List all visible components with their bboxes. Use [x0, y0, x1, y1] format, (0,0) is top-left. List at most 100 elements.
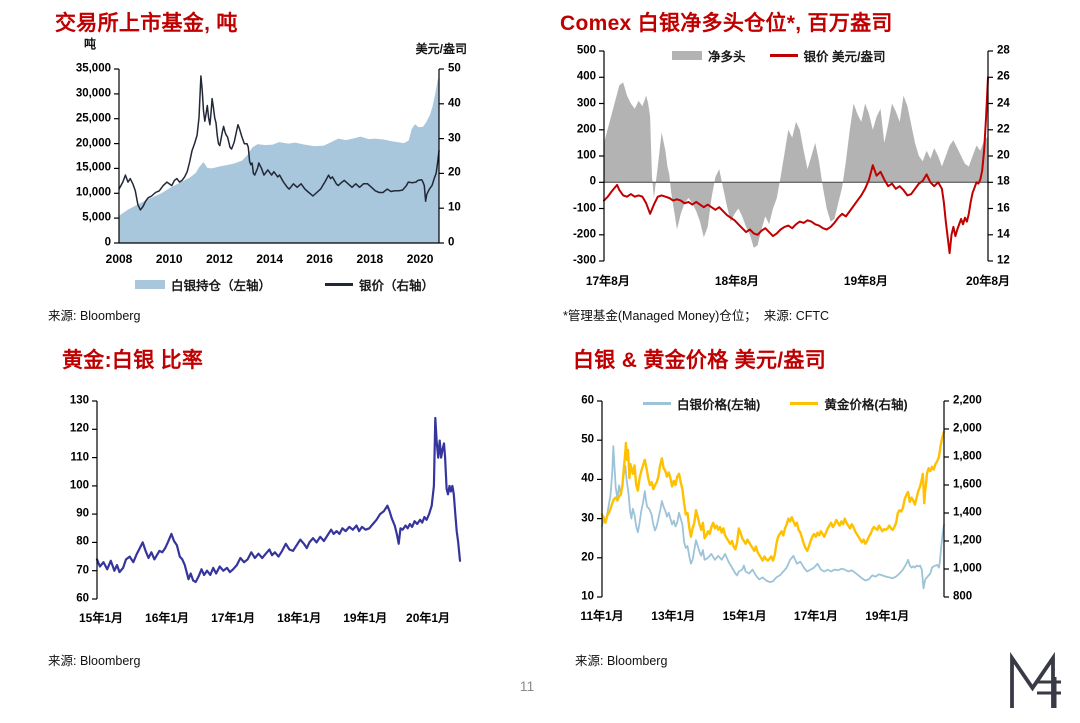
x-axis-tick-label: 15年1月: [78, 611, 123, 625]
left-axis-tick-label: 40: [581, 472, 594, 485]
left-axis-tick-label: 10,000: [75, 186, 111, 199]
left-axis-tick-label: 100: [69, 479, 89, 492]
left-axis-tick-label: 500: [576, 44, 596, 57]
right-axis-tick-label: 0: [448, 236, 455, 249]
right-axis-tick-label: 1,200: [953, 534, 982, 547]
x-axis-tick-label: 15年1月: [722, 609, 767, 623]
source-text-prices: 来源: Bloomberg: [575, 654, 668, 668]
left-axis-tick-label: 5,000: [82, 211, 111, 224]
left-axis-tick-label: 80: [76, 535, 89, 548]
mf-logo: [1010, 651, 1061, 708]
legend-label: 银价 美元/盎司: [803, 50, 886, 64]
left-axis-tick-label: 20,000: [75, 136, 111, 149]
left-axis-tick-label: 0: [589, 175, 596, 188]
legend-item: 净多头: [672, 46, 746, 65]
left-axis-tick-label: 10: [581, 590, 594, 603]
right-axis-tick-label: 30: [448, 131, 461, 144]
left-axis-tick-label: 60: [581, 394, 594, 407]
right-axis-tick-label: 1,000: [953, 562, 982, 575]
chart-title-etf: 交易所上市基金, 吨: [55, 12, 238, 35]
legend-label: 银价（右轴）: [359, 279, 435, 293]
footnote-text-comex: *管理基金(Managed Money)仓位； 来源: CFTC: [563, 309, 830, 323]
x-axis-tick-label: 2008: [105, 252, 133, 266]
x-axis-tick-label: 16年1月: [145, 611, 190, 625]
silver-etf-holdings-area: [119, 77, 439, 243]
left-axis-tick-label: -200: [572, 228, 596, 240]
left-axis-tick-label: 50: [581, 433, 594, 446]
legend-item: 白银价格(左轴): [643, 394, 760, 413]
x-axis-tick-label: 17年1月: [793, 609, 838, 623]
legend-item: 黄金价格(右轴): [790, 394, 908, 413]
right-axis-tick-label: 24: [997, 96, 1010, 109]
legend-swatch-line: [769, 54, 798, 57]
legend-swatch-line: [790, 402, 819, 405]
legend-swatch-area: [672, 51, 702, 60]
page-number: 11: [519, 678, 535, 694]
left-axis-tick-label: 30: [581, 511, 594, 524]
comex-silver-price-line: [603, 76, 989, 255]
chart-title-prices: 白银 & 黄金价格 美元/盎司: [573, 349, 827, 372]
left-axis-tick-label: 60: [76, 592, 89, 605]
x-axis-tick-label: 17年8月: [585, 274, 630, 288]
right-axis-tick-label: 22: [997, 123, 1010, 135]
prices-legend: 白银价格(左轴) 黄金价格(右轴): [643, 394, 908, 413]
x-axis-tick-label: 18年8月: [714, 274, 759, 288]
legend-swatch-area: [135, 280, 165, 289]
left-axis-tick-label: 400: [576, 70, 596, 83]
left-axis-tick-label: 120: [69, 422, 89, 435]
legend-item: 银价 美元/盎司: [769, 46, 886, 65]
left-axis-tick-label: 20: [581, 551, 594, 564]
left-axis-tick-label: 110: [70, 450, 89, 463]
silver-price-line: [118, 75, 440, 211]
x-axis-tick-label: 2012: [206, 252, 233, 266]
right-axis-tick-label: 1,400: [953, 506, 982, 519]
left-axis-tick-label: 90: [76, 507, 89, 520]
left-axis-tick-label: 35,000: [75, 62, 111, 75]
x-axis-tick-label: 17年1月: [211, 611, 256, 625]
legend-swatch-line: [643, 402, 671, 405]
x-axis-tick-label: 2014: [256, 252, 284, 266]
right-axis-tick-label: 1,800: [953, 450, 982, 463]
left-axis-tick-label: 30,000: [75, 87, 111, 100]
left-axis-tick-label: 15,000: [75, 161, 111, 174]
etf-legend: 白银持仓（左轴） 银价（右轴）: [135, 275, 434, 294]
gold-silver-ratio-line: [95, 416, 462, 584]
right-axis-tick-label: 800: [953, 590, 973, 603]
left-axis-tick-label: 0: [104, 236, 111, 249]
chart-title-comex: Comex 白银净多头仓位*, 百万盎司: [560, 12, 893, 35]
x-axis-tick-label: 13年1月: [651, 609, 696, 623]
x-axis-tick-label: 2010: [155, 252, 183, 266]
right-axis-tick-label: 14: [997, 228, 1010, 240]
left-axis-tick-label: 70: [76, 563, 89, 576]
x-axis-tick-label: 19年1月: [343, 611, 388, 625]
legend-label: 白银持仓（左轴）: [171, 279, 272, 293]
legend-label: 黄金价格(右轴): [824, 398, 908, 412]
right-axis-tick-label: 50: [448, 62, 461, 75]
x-axis-tick-label: 2020: [406, 252, 434, 266]
right-axis-tick-label: 18: [997, 175, 1010, 188]
right-axis-tick-label: 2,000: [953, 422, 982, 435]
x-axis-tick-label: 2018: [356, 252, 384, 266]
right-axis-tick-label: 10: [448, 201, 461, 214]
left-axis-tick-label: 200: [576, 123, 596, 135]
right-axis-tick-label: 2,200: [953, 394, 982, 407]
x-axis-tick-label: 20年1月: [406, 611, 451, 625]
left-axis-unit-label: 吨: [84, 37, 97, 51]
right-axis-tick-label: 26: [997, 70, 1010, 83]
right-axis-tick-label: 16: [997, 201, 1010, 214]
right-axis-tick-label: 40: [448, 97, 461, 110]
x-axis-tick-label: 18年1月: [277, 611, 322, 625]
x-axis-tick-label: 11年1月: [580, 609, 624, 623]
comex-legend: 净多头 银价 美元/盎司: [672, 46, 885, 65]
legend-label: 白银价格(左轴): [677, 398, 761, 412]
gold-price-usd-line: [600, 430, 946, 562]
